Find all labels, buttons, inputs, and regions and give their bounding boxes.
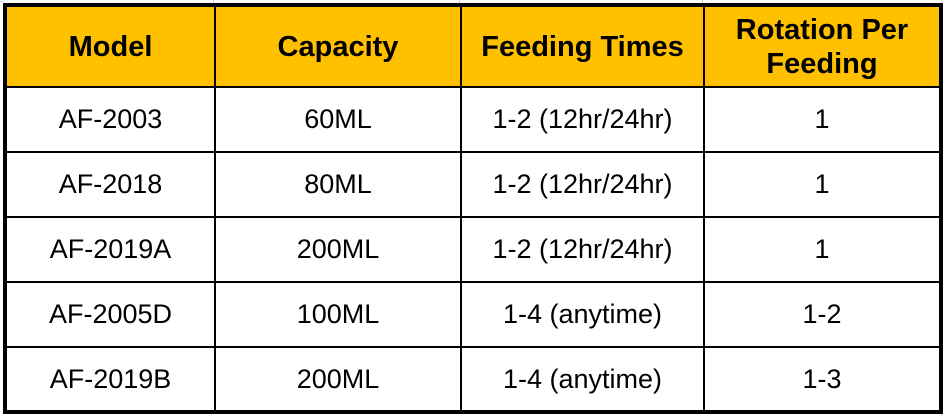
header-capacity: Capacity [214,4,462,88]
cell-feeding-times: 1-4 (anytime) [460,346,705,413]
table-row: AF-2018 80ML 1-2 (12hr/24hr) 1 [4,151,942,218]
cell-rotation-per-feeding: 1 [703,151,942,218]
cell-rotation-per-feeding: 1-2 [703,281,942,348]
cell-feeding-times: 1-2 (12hr/24hr) [460,216,705,283]
cell-capacity: 100ML [214,281,462,348]
cell-capacity: 60ML [214,86,462,153]
cell-feeding-times: 1-2 (12hr/24hr) [460,86,705,153]
cell-feeding-times: 1-4 (anytime) [460,281,705,348]
cell-model: AF-2005D [4,281,216,348]
table-row: AF-2003 60ML 1-2 (12hr/24hr) 1 [4,86,942,153]
cell-model: AF-2018 [4,151,216,218]
cell-capacity: 80ML [214,151,462,218]
header-feeding-times: Feeding Times [460,4,705,88]
table-row: AF-2019B 200ML 1-4 (anytime) 1-3 [4,346,942,413]
header-rotation-per-feeding: Rotation Per Feeding [703,4,942,88]
spreadsheet-gridline [213,0,214,4]
cell-rotation-per-feeding: 1 [703,86,942,153]
spreadsheet-gridline [702,0,703,4]
cell-model: AF-2019A [4,216,216,283]
cell-feeding-times: 1-2 (12hr/24hr) [460,151,705,218]
spreadsheet-gridline [459,0,460,4]
spreadsheet-gridline [0,1,4,2]
cell-capacity: 200ML [214,346,462,413]
product-spec-table: Model Capacity Feeding Times Rotation Pe… [3,3,943,414]
header-model: Model [4,4,216,88]
cell-model: AF-2003 [4,86,216,153]
table-row: AF-2005D 100ML 1-4 (anytime) 1-2 [4,281,942,348]
cell-rotation-per-feeding: 1 [703,216,942,283]
cell-capacity: 200ML [214,216,462,283]
header-row: Model Capacity Feeding Times Rotation Pe… [4,4,942,88]
cell-model: AF-2019B [4,346,216,413]
table-row: AF-2019A 200ML 1-2 (12hr/24hr) 1 [4,216,942,283]
cell-rotation-per-feeding: 1-3 [703,346,942,413]
